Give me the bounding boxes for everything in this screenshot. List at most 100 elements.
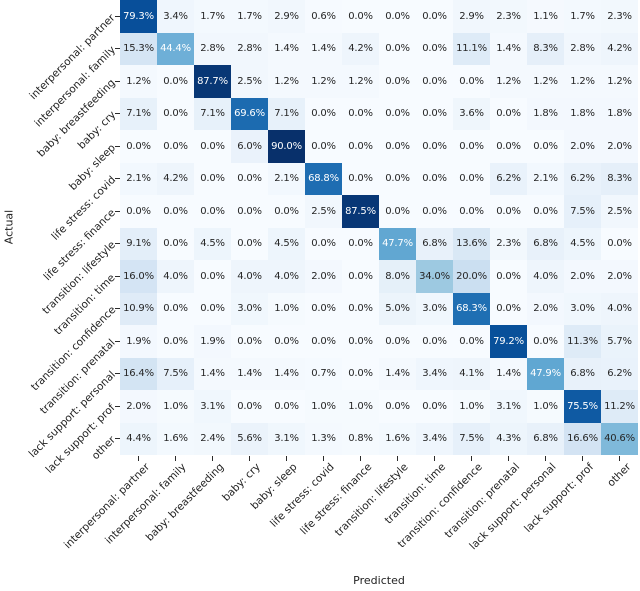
heatmap-cell: 0.0% [157, 130, 194, 163]
y-tick-mark [114, 145, 120, 147]
heatmap-cell: 2.0% [564, 130, 601, 163]
heatmap-cell: 47.7% [379, 227, 416, 260]
heatmap-cell: 6.8% [564, 357, 601, 390]
heatmap-cell: 0.0% [416, 97, 453, 130]
heatmap-cell: 40.6% [601, 422, 638, 455]
heatmap-cell: 1.0% [342, 390, 379, 423]
heatmap-cell: 11.1% [453, 32, 490, 65]
heatmap-cell: 0.0% [379, 130, 416, 163]
heatmap-cell: 0.0% [379, 65, 416, 98]
heatmap-cell: 7.5% [157, 357, 194, 390]
heatmap-cell: 0.0% [157, 65, 194, 98]
x-tick-mark [581, 455, 584, 461]
heatmap-cell: 0.0% [231, 325, 268, 358]
heatmap-cell: 1.4% [268, 357, 305, 390]
x-tick-mark [322, 455, 325, 461]
heatmap-cell: 3.0% [231, 292, 268, 325]
heatmap-cell: 2.0% [601, 130, 638, 163]
x-tick-mark [618, 455, 621, 461]
heatmap-cell: 16.0% [120, 260, 157, 293]
heatmap-cell: 1.9% [120, 325, 157, 358]
heatmap-cell: 69.6% [231, 97, 268, 130]
heatmap-cell: 1.0% [268, 292, 305, 325]
heatmap-cell: 79.2% [490, 325, 527, 358]
heatmap-cell: 1.2% [490, 65, 527, 98]
heatmap-cell: 6.0% [231, 130, 268, 163]
heatmap-cell: 1.4% [490, 357, 527, 390]
heatmap-cell: 1.8% [601, 97, 638, 130]
heatmap-cell: 87.7% [194, 65, 231, 98]
heatmap-cell: 1.9% [194, 325, 231, 358]
heatmap-cell: 7.1% [194, 97, 231, 130]
heatmap-cell: 4.2% [342, 32, 379, 65]
heatmap-cell: 15.3% [120, 32, 157, 65]
heatmap-cell: 1.7% [194, 0, 231, 33]
heatmap-cell: 0.0% [342, 292, 379, 325]
heatmap-cell: 0.0% [342, 130, 379, 163]
heatmap-cell: 0.8% [342, 422, 379, 455]
heatmap-cell: 0.0% [379, 0, 416, 33]
y-tick-mark [114, 340, 120, 342]
y-tick-mark [114, 243, 120, 245]
heatmap-cell: 0.0% [379, 162, 416, 195]
heatmap-cell: 6.8% [527, 227, 564, 260]
heatmap-cell: 1.2% [564, 65, 601, 98]
heatmap-cell: 0.0% [379, 195, 416, 228]
heatmap-cell: 34.0% [416, 260, 453, 293]
heatmap-cell: 1.4% [268, 32, 305, 65]
heatmap-cell: 4.0% [527, 260, 564, 293]
heatmap-cell: 1.4% [305, 32, 342, 65]
heatmap-cell: 4.4% [120, 422, 157, 455]
heatmap-cell: 0.0% [453, 130, 490, 163]
heatmap-cell: 2.3% [601, 0, 638, 33]
heatmap-cell: 13.6% [453, 227, 490, 260]
heatmap-cell: 0.0% [342, 0, 379, 33]
heatmap-cell: 0.0% [416, 162, 453, 195]
heatmap-cell: 2.5% [601, 195, 638, 228]
heatmap-cell: 0.0% [342, 260, 379, 293]
heatmap-cell: 1.0% [157, 390, 194, 423]
y-tick-mark [114, 178, 120, 180]
heatmap-cell: 0.0% [416, 65, 453, 98]
heatmap-cell: 8.3% [527, 32, 564, 65]
heatmap-cell: 4.5% [564, 227, 601, 260]
heatmap-cell: 11.3% [564, 325, 601, 358]
heatmap-cell: 0.0% [527, 130, 564, 163]
heatmap-cell: 75.5% [564, 390, 601, 423]
heatmap-cell: 0.0% [342, 227, 379, 260]
heatmap-cell: 8.3% [601, 162, 638, 195]
heatmap-cell: 16.4% [120, 357, 157, 390]
heatmap-cell: 0.0% [379, 97, 416, 130]
heatmap-cell: 0.0% [157, 195, 194, 228]
heatmap-cell: 2.0% [305, 260, 342, 293]
heatmap-cell: 4.5% [268, 227, 305, 260]
heatmap-cell: 0.0% [120, 130, 157, 163]
heatmap-cell: 1.0% [305, 390, 342, 423]
heatmap-cell: 2.1% [268, 162, 305, 195]
heatmap-cell: 7.5% [453, 422, 490, 455]
heatmap-cell: 0.0% [268, 325, 305, 358]
heatmap-cell: 2.9% [453, 0, 490, 33]
heatmap-cell: 0.0% [157, 292, 194, 325]
heatmap-cell: 1.2% [268, 65, 305, 98]
heatmap-cell: 2.0% [564, 260, 601, 293]
heatmap-cell: 6.2% [601, 357, 638, 390]
heatmap-cell: 10.9% [120, 292, 157, 325]
heatmap-cell: 7.1% [268, 97, 305, 130]
heatmap-cell: 0.0% [157, 227, 194, 260]
heatmap-cell: 4.0% [231, 260, 268, 293]
heatmap-cell: 6.8% [416, 227, 453, 260]
heatmap-cell: 0.0% [305, 130, 342, 163]
x-tick-mark [396, 455, 399, 461]
heatmap-cell: 3.0% [564, 292, 601, 325]
y-tick-mark [114, 373, 120, 375]
heatmap-cell: 1.4% [379, 357, 416, 390]
y-tick-mark [114, 113, 120, 115]
heatmap-cell: 0.0% [342, 162, 379, 195]
x-tick-mark [211, 455, 214, 461]
heatmap-cell: 4.1% [453, 357, 490, 390]
y-tick-mark [114, 405, 120, 407]
heatmap-cell: 1.2% [305, 65, 342, 98]
x-tick-mark [285, 455, 288, 461]
